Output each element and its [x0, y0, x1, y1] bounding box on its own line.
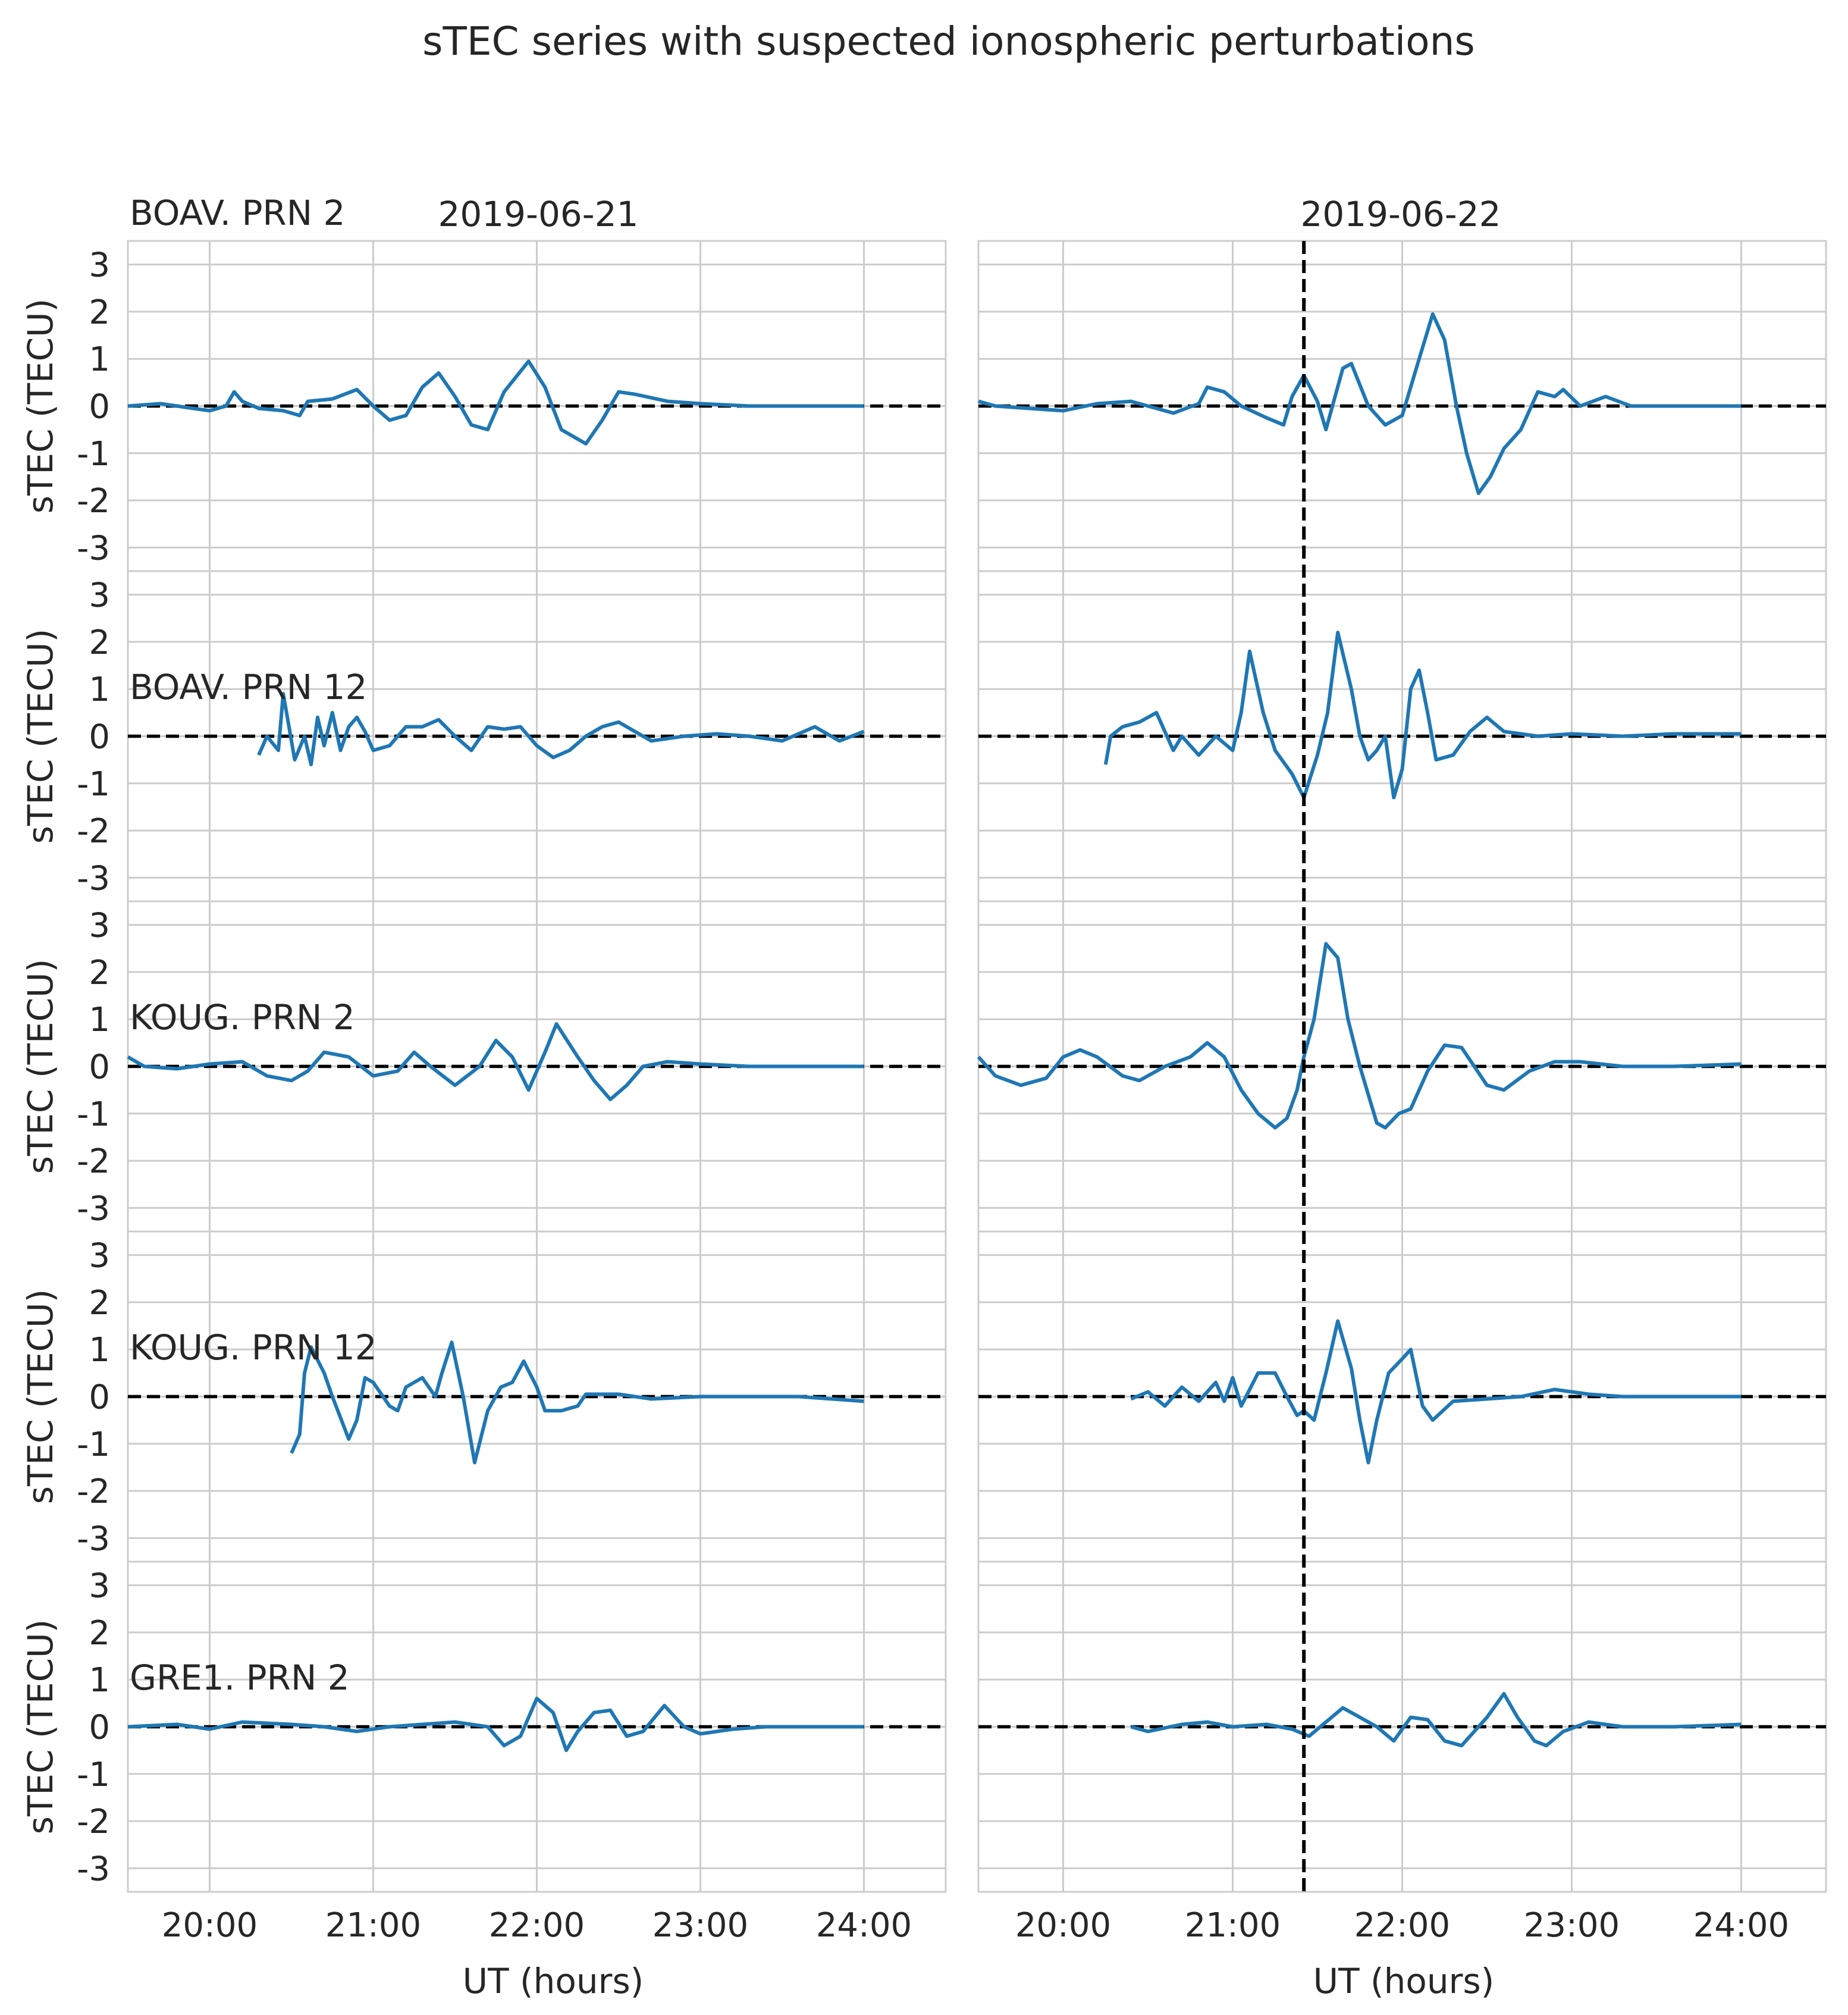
ytick-label: 3: [89, 576, 110, 615]
xtick-label: 22:00: [1354, 1906, 1450, 1945]
series-line-panel-2-day-2: [1103, 631, 1742, 800]
panel-label-1: BOAV. PRN 2: [130, 193, 345, 233]
ytick-label: 1: [89, 670, 110, 709]
ytick-label: 3: [89, 246, 110, 285]
series-line-panel-1-day-2: [978, 312, 1742, 496]
xlabel-left: UT (hours): [463, 1961, 644, 2001]
panel-label-2: BOAV. PRN 12: [130, 667, 367, 707]
ytick-label: 1: [89, 1331, 110, 1370]
panel-label-4: KOUG. PRN 12: [130, 1327, 377, 1368]
ytick-label: -2: [77, 1803, 110, 1841]
ytick-label: 0: [89, 388, 110, 427]
ytick-label: -1: [77, 1756, 110, 1794]
ytick-label: 3: [89, 1567, 110, 1606]
date-label-right: 2019-06-22: [1300, 194, 1501, 234]
xtick-label: 24:00: [816, 1906, 912, 1945]
ytick-label: -3: [77, 529, 110, 568]
xtick-label: 21:00: [325, 1906, 421, 1945]
ylabel: sTEC (TECU): [20, 299, 61, 514]
date-label-left: 2019-06-21: [438, 194, 638, 234]
ylabel: sTEC (TECU): [20, 1289, 61, 1505]
ytick-label: 0: [89, 1048, 110, 1087]
ytick-label: -3: [77, 1850, 110, 1888]
series-line-panel-3-day-1: [127, 1022, 864, 1101]
xtick-label: 21:00: [1185, 1906, 1281, 1945]
series-line-panel-3-day-2: [977, 942, 1742, 1130]
series-line-panel-1-day-1: [127, 359, 864, 446]
panel-label-5: GRE1. PRN 2: [130, 1657, 350, 1698]
ytick-label: 2: [89, 1614, 110, 1653]
ytick-label: 2: [89, 954, 110, 992]
ytick-label: -2: [77, 1472, 110, 1511]
ytick-label: -2: [77, 812, 110, 851]
ytick-label: 2: [89, 293, 110, 332]
ytick-label: 2: [89, 623, 110, 662]
ytick-label: 2: [89, 1284, 110, 1323]
ytick-label: 3: [89, 1237, 110, 1276]
ytick-label: -1: [77, 1095, 110, 1134]
panels-group: -3 -2 -1 0 1 2 3 sTEC (TECU) BOAV. PRN 2 -3 -2 -1 0 1…: [20, 193, 1827, 1945]
ytick-label: -3: [77, 859, 110, 898]
ylabel: sTEC (TECU): [20, 959, 61, 1174]
xtick-label: 20:00: [1015, 1906, 1111, 1945]
ytick-label: -2: [77, 482, 110, 521]
ytick-label: -1: [77, 765, 110, 804]
ytick-label: 1: [89, 1661, 110, 1700]
series-line-panel-5-day-1: [127, 1696, 864, 1753]
panel-label-3: KOUG. PRN 2: [130, 997, 355, 1038]
xtick-label: 22:00: [489, 1906, 585, 1945]
series-line-panel-2-day-1: [257, 692, 865, 767]
ytick-label: -1: [77, 435, 110, 474]
figure-title: sTEC series with suspected ionospheric p…: [422, 18, 1475, 64]
ytick-label: -3: [77, 1189, 110, 1228]
ytick-label: 1: [89, 340, 110, 379]
series-line-panel-4-day-1: [290, 1340, 864, 1465]
xtick-label: 23:00: [1524, 1906, 1620, 1945]
ylabel: sTEC (TECU): [20, 629, 61, 844]
ytick-label: 0: [89, 718, 110, 757]
ytick-label: 0: [89, 1709, 110, 1747]
ytick-label: -1: [77, 1425, 110, 1464]
series-line-panel-4-day-2: [1130, 1319, 1742, 1465]
xtick-label: 23:00: [652, 1906, 748, 1945]
ytick-label: 0: [89, 1378, 110, 1417]
series-line-panel-5-day-2: [1130, 1692, 1742, 1748]
ytick-label: 1: [89, 1001, 110, 1039]
ytick-label: -2: [77, 1142, 110, 1181]
ytick-label: 3: [89, 907, 110, 945]
xlabel-right: UT (hours): [1313, 1961, 1495, 2001]
xtick-label: 20:00: [162, 1906, 258, 1945]
xtick-label: 24:00: [1693, 1906, 1789, 1945]
ytick-label: -3: [77, 1519, 110, 1558]
ylabel: sTEC (TECU): [20, 1619, 61, 1835]
